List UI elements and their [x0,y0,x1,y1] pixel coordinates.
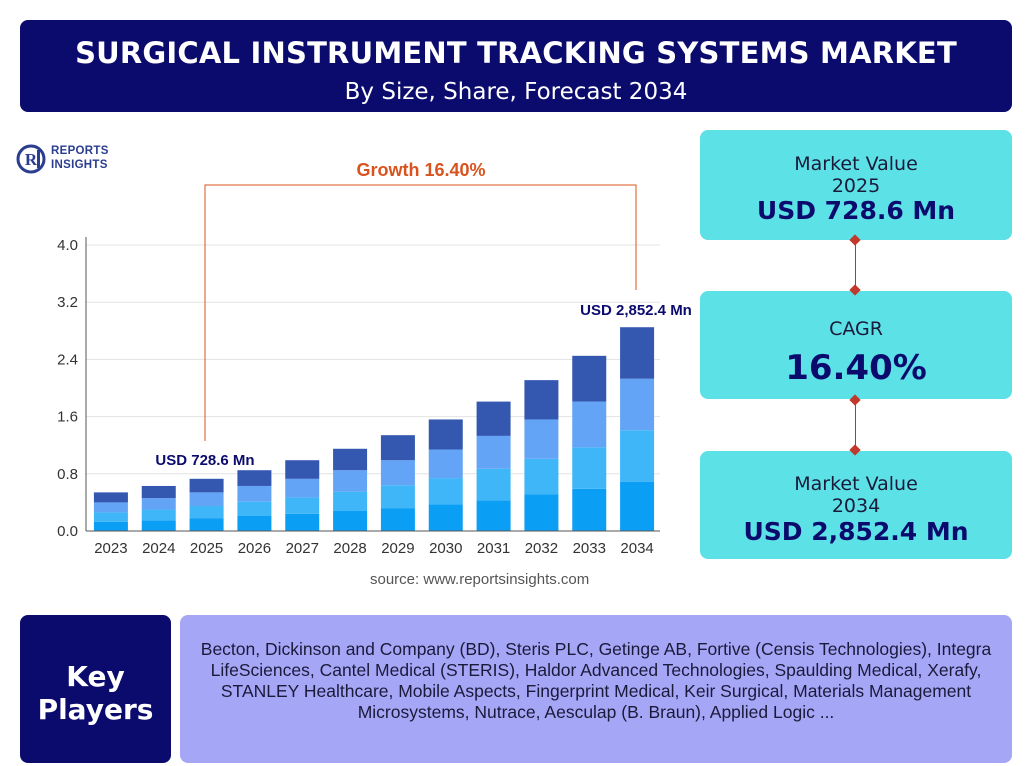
x-tick-label: 2027 [286,540,319,557]
card-sublabel: 2034 [831,495,881,517]
x-tick-label: 2032 [525,540,558,557]
bar-segment-2025-3 [189,492,224,506]
header-banner: SURGICAL INSTRUMENT TRACKING SYSTEMS MAR… [20,20,1012,112]
brand-logo: R REPORTS INSIGHTS [16,142,136,176]
card-label: Market Value [794,473,918,495]
card-sublabel: 2025 [831,175,881,197]
bar-segment-2030-4 [428,419,463,450]
bar-segment-2033-1 [572,488,607,531]
card-label: CAGR [829,318,883,340]
bar-segment-2025-4 [189,478,224,493]
x-tick-label: 2028 [333,540,366,557]
growth-bracket-line [204,184,637,441]
bar-segment-2032-2 [524,458,559,495]
bar-segment-2034-3 [620,378,655,431]
market-bar-chart: 0.0 0.8 1.6 2.4 3.2 4.0 2023 2024 2025 2026 2027 20… [57,160,692,557]
bar-segment-2029-3 [380,460,415,486]
bar-segment-2028-1 [333,510,368,531]
key-players-heading-box: Key Players [20,615,171,763]
logo-icon: R [16,144,46,174]
bar-segment-2034-2 [620,430,655,482]
card-value: 16.40% [785,348,927,388]
bar-segment-2029-2 [380,485,415,509]
bar-segment-2030-1 [428,504,463,531]
bar-segment-2028-2 [333,491,368,511]
bar-segment-2033-2 [572,447,607,489]
x-tick-label: 2029 [381,540,414,557]
bar-segment-2028-4 [333,448,368,471]
card-market-value-2034: Market Value 2034 USD 2,852.4 Mn [700,451,1012,559]
page-subtitle: By Size, Share, Forecast 2034 [344,79,688,105]
y-tick-label: 4.0 [57,237,78,254]
y-tick-label: 1.6 [57,409,78,426]
card-market-value-2025: Market Value 2025 USD 728.6 Mn [700,130,1012,240]
bar-segment-2029-4 [380,435,415,461]
logo-text-line2: INSIGHTS [51,159,108,171]
key-players-list: Becton, Dickinson and Company (BD), Ster… [180,615,1012,763]
y-tick-label: 0.8 [57,466,78,483]
bar-segment-2027-2 [285,497,320,514]
x-tick-label: 2030 [429,540,462,557]
y-tick-label: 2.4 [57,351,78,368]
x-tick-label: 2024 [142,540,175,557]
card-cagr: CAGR 16.40% [700,291,1012,399]
bar-segment-2023-1 [93,521,128,531]
bar-segment-2027-1 [285,513,320,531]
bar-segment-2034-1 [620,481,655,531]
logo-text-line1: REPORTS [51,145,109,157]
bar-segment-2026-1 [237,515,272,531]
end-value-label: USD 2,852.4 Mn [580,302,692,319]
bar-segment-2033-4 [572,355,607,402]
source-note: source: www.reportsinsights.com [370,571,590,588]
bar-segment-2027-3 [285,478,320,498]
card-value: USD 2,852.4 Mn [743,517,969,546]
bar-segment-2024-3 [141,498,176,510]
bar-segment-2025-2 [189,505,224,519]
bar-segment-2034-4 [620,327,655,379]
bar-segment-2023-2 [93,512,128,522]
bar-segment-2031-4 [476,401,511,436]
bar-segment-2029-1 [380,508,415,531]
bar-segment-2031-2 [476,468,511,501]
bar-segment-2032-4 [524,380,559,420]
card-value: USD 728.6 Mn [756,196,956,225]
bar-segment-2031-1 [476,500,511,531]
bar-segment-2024-1 [141,520,176,531]
x-tick-label: 2023 [94,540,127,557]
page-title: SURGICAL INSTRUMENT TRACKING SYSTEMS MAR… [75,36,957,70]
card-connector-line [855,240,856,291]
bar-segment-2023-4 [93,492,128,503]
bar-segment-2030-2 [428,478,463,505]
bar-segment-2027-4 [285,460,320,479]
x-tick-label: 2026 [238,540,271,557]
x-tick-label: 2033 [573,540,606,557]
x-tick-label: 2025 [190,540,223,557]
bar-segment-2032-3 [524,419,559,459]
card-connector-line [855,399,856,451]
bar-segment-2031-3 [476,435,511,469]
y-tick-label: 0.0 [57,523,78,540]
bar-segment-2025-1 [189,518,224,531]
bar-segment-2026-2 [237,501,272,516]
bar-segment-2023-3 [93,502,128,513]
card-label: Market Value [794,153,918,175]
bar-segment-2026-3 [237,485,272,502]
bar-segment-2024-4 [141,485,176,499]
x-tick-label: 2034 [620,540,653,557]
y-tick-label: 3.2 [57,294,78,311]
bar-segment-2024-2 [141,509,176,521]
x-tick-label: 2031 [477,540,510,557]
key-players-heading: Key Players [37,660,154,726]
bar-segment-2030-3 [428,449,463,479]
growth-label: Growth 16.40% [356,160,485,180]
svg-text:R: R [25,150,38,169]
bar-segment-2026-4 [237,470,272,486]
bar-segment-2033-3 [572,401,607,448]
bar-segment-2028-3 [333,470,368,492]
bar-segment-2032-1 [524,494,559,531]
start-value-label: USD 728.6 Mn [155,452,254,469]
